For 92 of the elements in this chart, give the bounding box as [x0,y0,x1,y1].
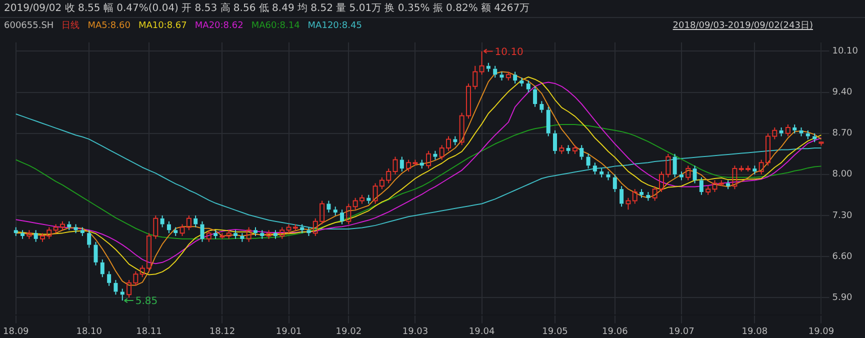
candlestick [20,230,25,240]
x-tick-label: 18.11 [136,326,162,337]
candlestick [500,71,504,82]
candlestick [566,144,570,154]
candlestick [592,162,597,175]
candlestick [100,258,104,278]
candlestick [340,209,344,225]
candlestick [640,188,644,198]
candlestick [253,226,258,236]
candlestick [306,226,311,236]
text: MA60:8.14 [251,21,300,31]
candlestick [533,86,538,108]
chart-subtitle: 2019/09/02 收 8.55 幅 0.47%(0.04) 开 8.53 高 8.56 低 8.49 均 8.52 量 5.01万 换 0.35% 振 0.82% 额 4267万 [0,0,865,18]
candlestick [234,230,238,240]
legend-title: 日线 [62,21,80,31]
candlestick [726,180,730,190]
candlestick [400,156,404,172]
annotation: 10.10 [494,46,524,58]
candlestick [546,106,550,137]
candlestick [420,159,424,170]
candlestick [174,226,178,236]
candlestick [679,170,684,181]
candlestick [580,144,584,160]
y-tick-label: 9.40 [832,88,853,98]
candlestick [194,214,198,228]
y-tick-label: 6.60 [832,252,853,262]
candlestick [612,174,617,192]
candlestick [792,124,797,134]
x-tick-label: 19.04 [468,326,495,337]
candlestick [260,230,264,240]
candlestick [34,230,38,242]
y-tick-label: 7.30 [832,210,853,221]
x-tick-label: 19.08 [742,326,768,337]
text: MA120:8.45 [308,21,362,31]
candlestick [166,220,171,234]
y-tick-label: 8.70 [832,128,853,139]
candlestick [300,224,304,234]
candlestick [806,130,810,140]
candlestick [526,80,530,93]
chart-title: 600655.SH [4,21,54,31]
candlestick [200,220,204,242]
candlestick [14,226,18,236]
candlestick [240,232,244,242]
candlestick [692,165,697,184]
y-tick-label: 5.90 [832,292,853,303]
x-tick-label: 18.10 [76,326,102,337]
x-tick-label: 19.05 [542,326,568,337]
x-tick-label: 19.06 [602,326,628,337]
text: 2018/09/03-2019/09/02(243日) [672,20,813,32]
candlestick [114,280,118,296]
candlestick [366,194,371,204]
text: MA20:8.62 [194,21,244,31]
x-tick-label: 19.07 [668,326,694,337]
candlestick [626,197,631,210]
candlestick [540,100,544,114]
candlestick [80,226,84,236]
candlestick [646,192,650,202]
candlestick [620,186,624,208]
candlestick [799,126,804,137]
candlestick [74,224,78,234]
candlestick [600,168,604,178]
candlestick [107,270,112,286]
x-tick-label: 18.09 [3,326,30,337]
candlestick [513,71,518,84]
candlestick [672,153,677,178]
x-tick-label: 19.09 [808,326,834,337]
candlestick [493,65,498,78]
candlestick [333,206,338,216]
candlestick [87,230,92,248]
x-tick-label: 19.01 [276,326,302,337]
candlestick [273,230,278,240]
candlestick [553,130,557,154]
candlestick [520,77,524,87]
x-tick-label: 19.03 [402,326,428,337]
candlestick [214,230,218,240]
x-tick-label: 19.02 [336,326,362,337]
candlestick [779,126,784,137]
candlestick [453,136,458,146]
candlestick [120,288,124,302]
y-tick-label: 10.10 [832,46,858,57]
candlestick [326,200,331,214]
x-tick-label: 18.12 [209,326,236,337]
candlestick [433,150,438,160]
text: MA5:8.60 [88,21,130,31]
candlestick [699,176,704,196]
annotation: 5.85 [135,296,158,308]
y-tick-label: 8.00 [832,170,853,180]
candlestick [752,165,757,175]
text: MA10:8.67 [138,21,187,31]
candlestick [160,214,164,228]
candlestick [486,62,490,72]
candlestick [586,153,590,170]
